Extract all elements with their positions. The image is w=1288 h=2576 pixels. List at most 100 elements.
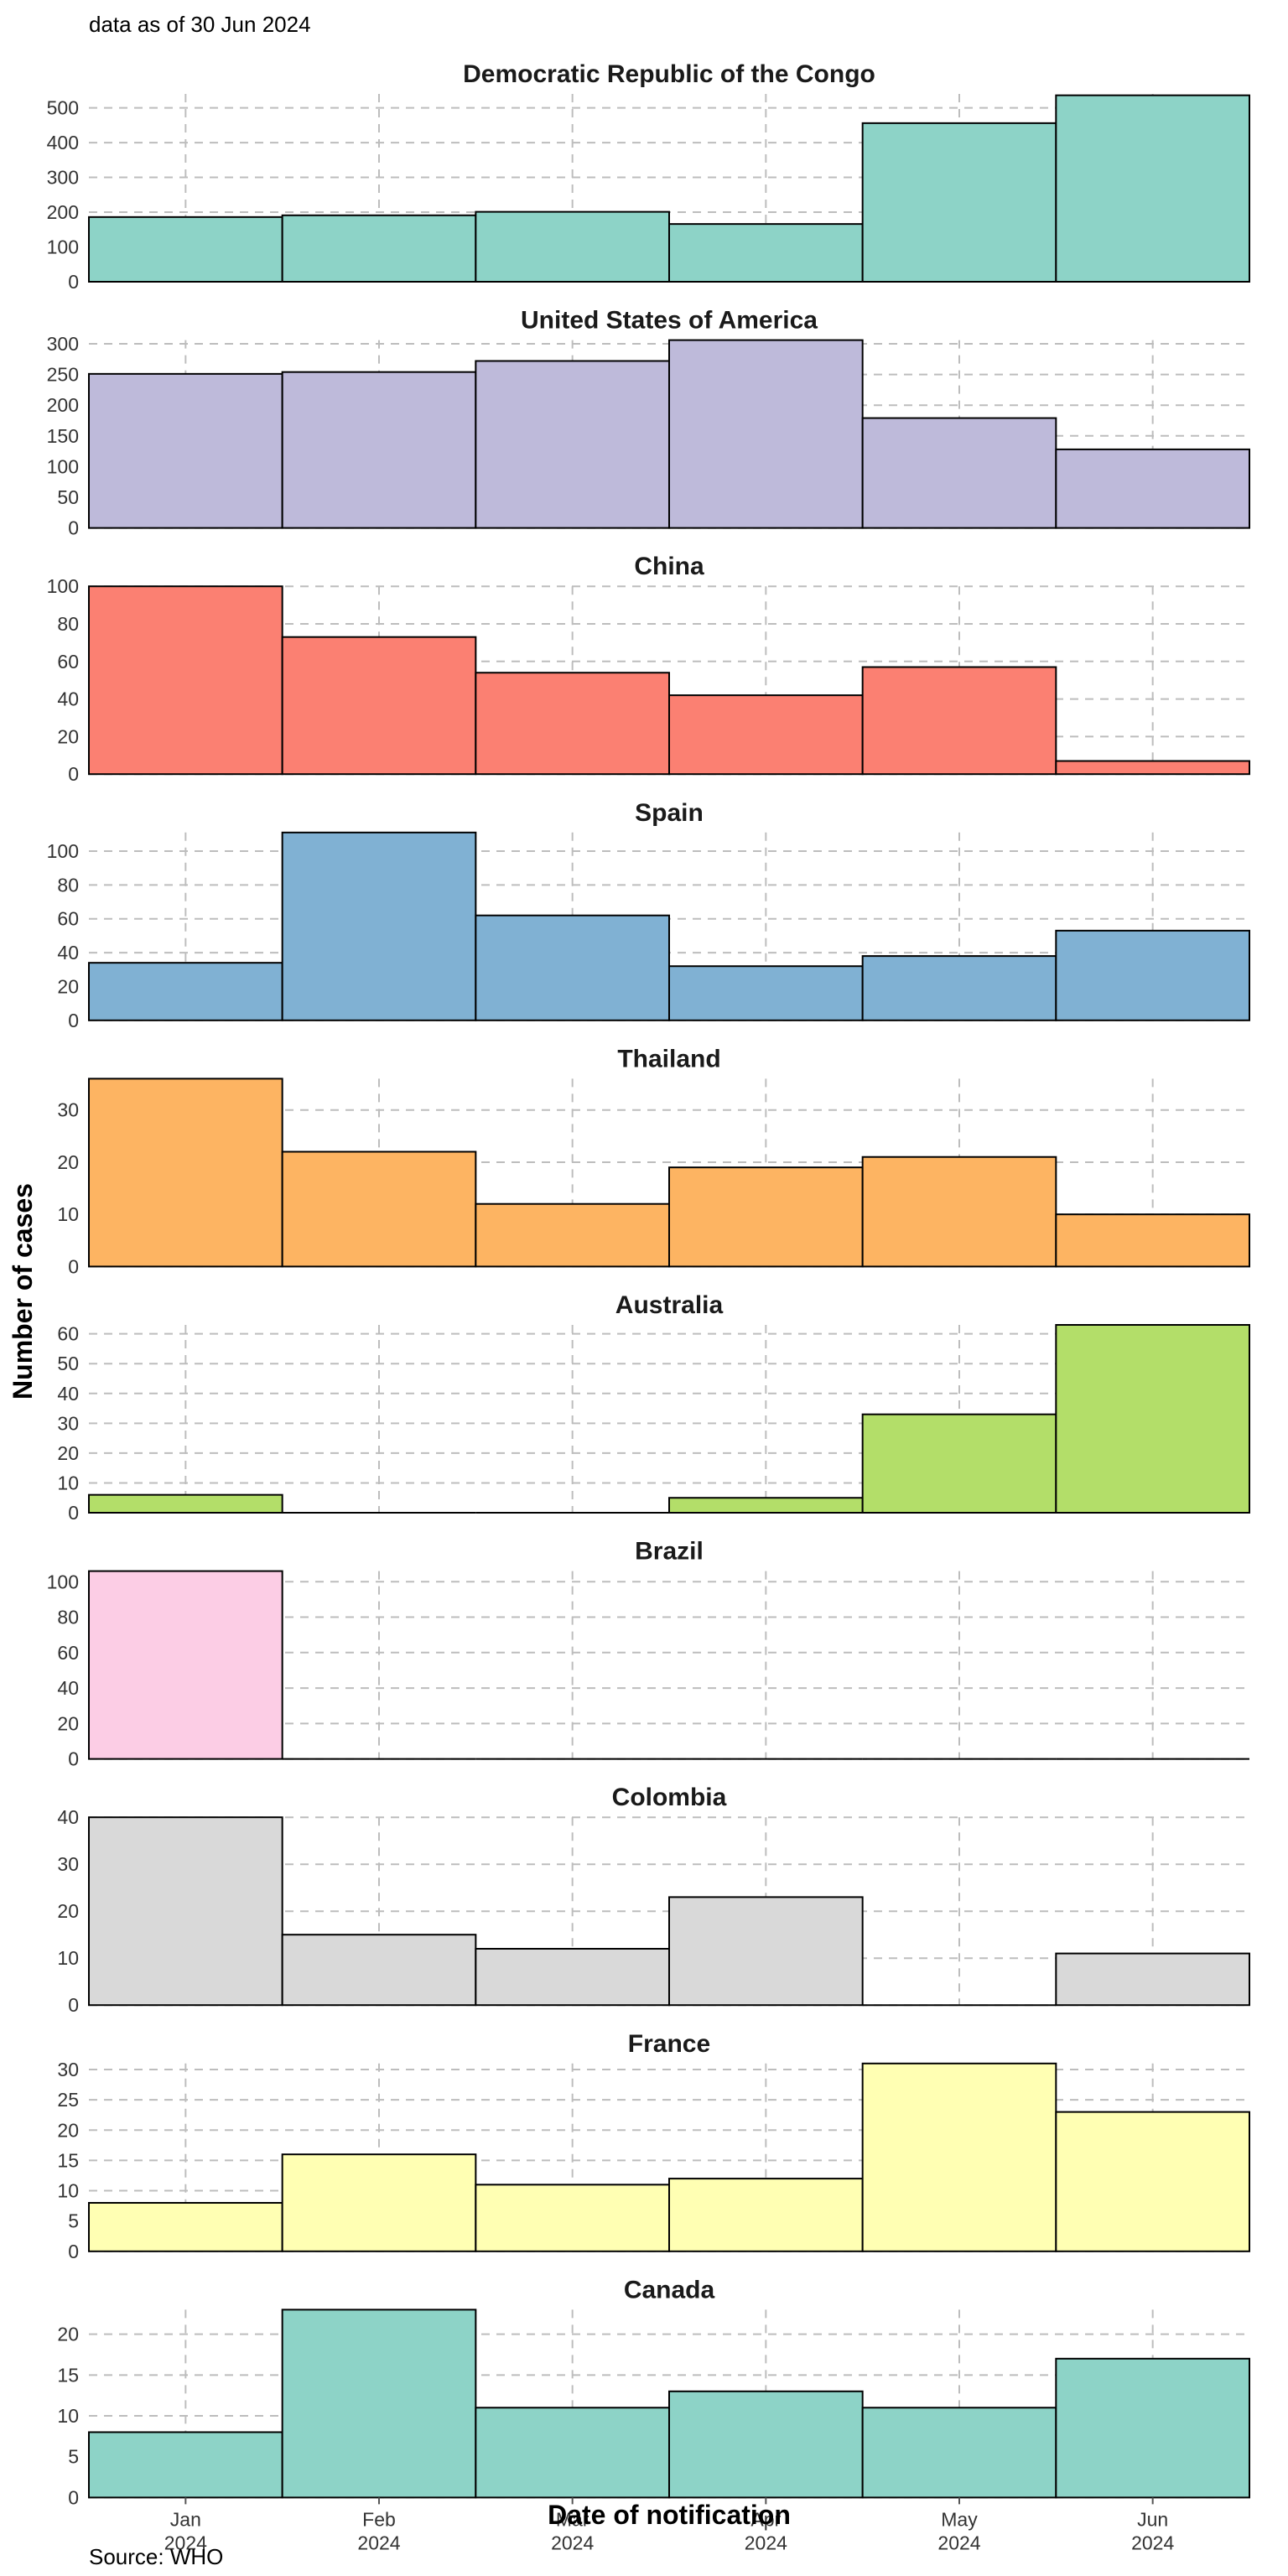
bar: [88, 962, 283, 1021]
panel: Colombia 0 10 20 30 40: [57, 1784, 1251, 2016]
y-tick-label: 50: [57, 1353, 79, 1374]
bar: [475, 1202, 670, 1268]
chart-caption: Source: WHO: [89, 2544, 223, 2569]
bar: [88, 1078, 283, 1268]
x-tick-month: Feb: [362, 2508, 396, 2530]
panel-title: Brazil: [635, 1538, 704, 1566]
y-tick-label: 50: [57, 486, 79, 508]
y-tick-label: 40: [57, 1677, 79, 1699]
y-tick-label: 0: [68, 517, 79, 539]
bar: [668, 2178, 864, 2252]
y-tick-label: 0: [68, 1255, 79, 1277]
y-tick-label: 15: [57, 2364, 79, 2386]
bar: [668, 2390, 864, 2499]
y-tick-label: 20: [57, 1712, 79, 1734]
y-tick-label: 10: [57, 2180, 79, 2202]
y-tick-label: 0: [68, 1994, 79, 2016]
y-tick-label: 20: [57, 1442, 79, 1464]
y-tick-label: 80: [57, 1607, 79, 1628]
bar: [1055, 2357, 1251, 2499]
bar: [88, 1570, 283, 1760]
y-tick-label: 0: [68, 2241, 79, 2262]
panel: France 0 5 10 15 20 25 30: [57, 2030, 1251, 2262]
y-tick-label: 20: [57, 1151, 79, 1173]
y-tick-label: 100: [47, 1571, 79, 1592]
panel-title: United States of America: [521, 307, 818, 335]
x-tick-year: 2024: [937, 2532, 980, 2553]
x-tick-month: Apr: [750, 2508, 781, 2530]
y-tick-label: 30: [57, 1412, 79, 1434]
bar: [668, 1166, 864, 1268]
bar: [281, 636, 477, 776]
bar: [861, 2062, 1057, 2252]
y-tick-label: 20: [57, 1900, 79, 1922]
bar: [861, 122, 1057, 283]
y-tick-label: 60: [57, 651, 79, 673]
bar: [1055, 2111, 1251, 2252]
panel-title: Colombia: [612, 1784, 727, 1811]
bar: [861, 2407, 1057, 2499]
bar: [1055, 1324, 1251, 1514]
panel-title: Canada: [624, 2276, 715, 2303]
panel: Thailand 0 10 20 30: [57, 1045, 1251, 1277]
bar: [475, 672, 670, 776]
bar: [88, 1816, 283, 2007]
bar: [281, 2309, 477, 2499]
bar: [1055, 448, 1251, 529]
x-tick-month: Mar: [556, 2508, 589, 2530]
y-tick-label: 100: [47, 840, 79, 862]
bar: [88, 2201, 283, 2252]
x-tick-year: 2024: [1131, 2532, 1174, 2553]
panels-group: Democratic Republic of the Congo01002003…: [47, 60, 1251, 2508]
bar: [281, 214, 477, 283]
y-tick-label: 40: [57, 942, 79, 963]
y-tick-label: 10: [57, 1947, 79, 1969]
bar: [475, 2184, 670, 2252]
y-tick-label: 150: [47, 425, 79, 447]
y-tick-label: 20: [57, 975, 79, 997]
bar: [475, 360, 670, 529]
panel-title: Spain: [635, 799, 704, 827]
y-tick-label: 0: [68, 1502, 79, 1524]
bar: [475, 2407, 670, 2499]
y-tick-label: 400: [47, 132, 79, 153]
x-tick-year: 2024: [357, 2532, 400, 2553]
y-tick-label: 5: [68, 2210, 79, 2232]
bar: [475, 914, 670, 1021]
bar: [88, 585, 283, 776]
bar: [281, 1934, 477, 2007]
y-tick-label: 30: [57, 2059, 79, 2080]
y-tick-label: 30: [57, 1853, 79, 1875]
x-axis-title: Date of notification: [548, 2500, 791, 2530]
panel-title: Democratic Republic of the Congo: [463, 60, 875, 88]
bar: [281, 2153, 477, 2252]
y-tick-label: 60: [57, 908, 79, 930]
y-tick-label: 100: [47, 455, 79, 477]
x-tick-month: Jan: [170, 2508, 201, 2530]
x-tick-month: May: [941, 2508, 978, 2530]
y-tick-label: 60: [57, 1323, 79, 1345]
y-tick-label: 10: [57, 2405, 79, 2427]
y-axis-title: Number of cases: [8, 1183, 38, 1400]
y-tick-label: 10: [57, 1472, 79, 1493]
y-tick-label: 300: [47, 333, 79, 355]
panel: Australia 0 10 20 30 40 50 60: [57, 1291, 1251, 1524]
x-tick-year: 2024: [745, 2532, 787, 2553]
panel: Democratic Republic of the Congo 0 100 200 3…: [47, 60, 1251, 293]
panel-title: China: [634, 553, 704, 580]
panel: Spain 0 20 40 60 80 100: [47, 799, 1251, 1031]
y-tick-label: 500: [47, 97, 79, 119]
y-tick-label: 20: [57, 725, 79, 747]
y-tick-label: 60: [57, 1642, 79, 1664]
panel: Brazil 0 20 40 60 80 100: [47, 1538, 1249, 1770]
bar: [475, 210, 670, 283]
bar: [668, 223, 864, 283]
y-tick-label: 0: [68, 763, 79, 785]
y-tick-label: 40: [57, 1806, 79, 1828]
bar: [861, 417, 1057, 529]
x-axis: Jan2024Feb2024Mar2024Apr2024May2024Jun20…: [164, 2497, 1174, 2553]
y-tick-label: 200: [47, 201, 79, 223]
y-tick-label: 15: [57, 2149, 79, 2171]
y-tick-label: 250: [47, 364, 79, 386]
